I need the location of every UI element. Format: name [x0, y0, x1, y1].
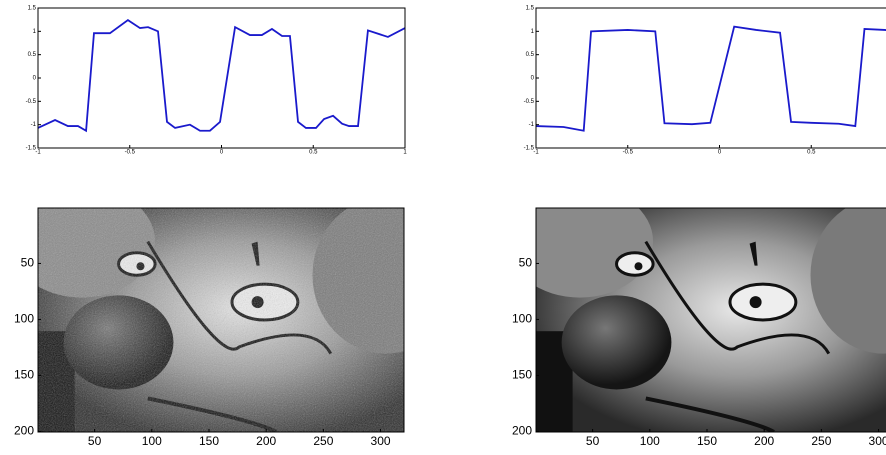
y-tick-label: 1 — [33, 29, 37, 35]
tear — [749, 241, 758, 266]
x-tick-label: -1 — [35, 150, 41, 156]
line — [37, 19, 406, 133]
y-tick-label: -1.5 — [26, 146, 37, 152]
y-tick-label: -1 — [529, 122, 535, 128]
y-tick-label: 1.5 — [526, 6, 535, 12]
line — [535, 25, 886, 132]
y-tick-label: -0.5 — [26, 99, 37, 105]
x-tick-label: 100 — [142, 434, 162, 448]
x-tick-label: 150 — [697, 434, 717, 448]
x-tick-label: 200 — [754, 434, 774, 448]
hair — [536, 208, 654, 298]
x-tick-label: 200 — [256, 434, 276, 448]
x-tick-label: 0.5 — [807, 150, 816, 156]
y-tick-label: -1 — [31, 122, 37, 128]
y-tick-label: 100 — [14, 312, 34, 326]
y-tick-label: 200 — [512, 424, 532, 438]
axes-bg — [38, 8, 405, 148]
y-tick-label: 0.5 — [28, 52, 37, 58]
eye — [615, 251, 655, 277]
y-tick-label: 0.5 — [526, 52, 535, 58]
x-tick-label: 300 — [869, 434, 886, 448]
y-tick-label: -0.5 — [524, 99, 535, 105]
x-tick-label: 0.5 — [309, 150, 318, 156]
y-tick-label: 200 — [14, 424, 34, 438]
y-tick-label: 1.5 — [28, 6, 37, 12]
y-tick-label: 0 — [33, 76, 37, 82]
x-tick-label: 250 — [811, 434, 831, 448]
y-tick-label: 1 — [531, 29, 535, 35]
image — [38, 208, 404, 432]
paint-line — [644, 240, 831, 355]
x-tick-label: -0.5 — [623, 150, 634, 156]
x-tick-label: 100 — [640, 434, 660, 448]
x-tick-label: 0 — [718, 150, 722, 156]
axes-frame — [37, 207, 405, 433]
x-tick-label: 300 — [371, 434, 391, 448]
x-tick-label: 150 — [199, 434, 219, 448]
nose — [561, 295, 672, 390]
x-tick-label: -0.5 — [125, 150, 136, 156]
y-tick-label: 100 — [512, 312, 532, 326]
paint-line — [645, 396, 775, 432]
axes-frame — [535, 207, 886, 433]
x-tick-label: -1 — [533, 150, 539, 156]
x-tick-label: 1 — [403, 150, 407, 156]
x-tick-label: 250 — [313, 434, 333, 448]
y-tick-label: 50 — [21, 256, 35, 270]
x-tick-label: 50 — [586, 434, 600, 448]
y-tick-label: -1.5 — [524, 146, 535, 152]
y-tick-label: 150 — [14, 368, 34, 382]
y-tick-label: 0 — [531, 76, 535, 82]
y-tick-label: 50 — [519, 256, 533, 270]
noise — [38, 208, 404, 432]
eye — [728, 282, 798, 322]
x-tick-label: 0 — [220, 150, 224, 156]
hair — [810, 208, 886, 354]
pupil — [749, 296, 762, 309]
y-tick-label: 150 — [512, 368, 532, 382]
image — [536, 208, 886, 432]
pupil — [634, 262, 643, 271]
x-tick-label: 50 — [88, 434, 102, 448]
